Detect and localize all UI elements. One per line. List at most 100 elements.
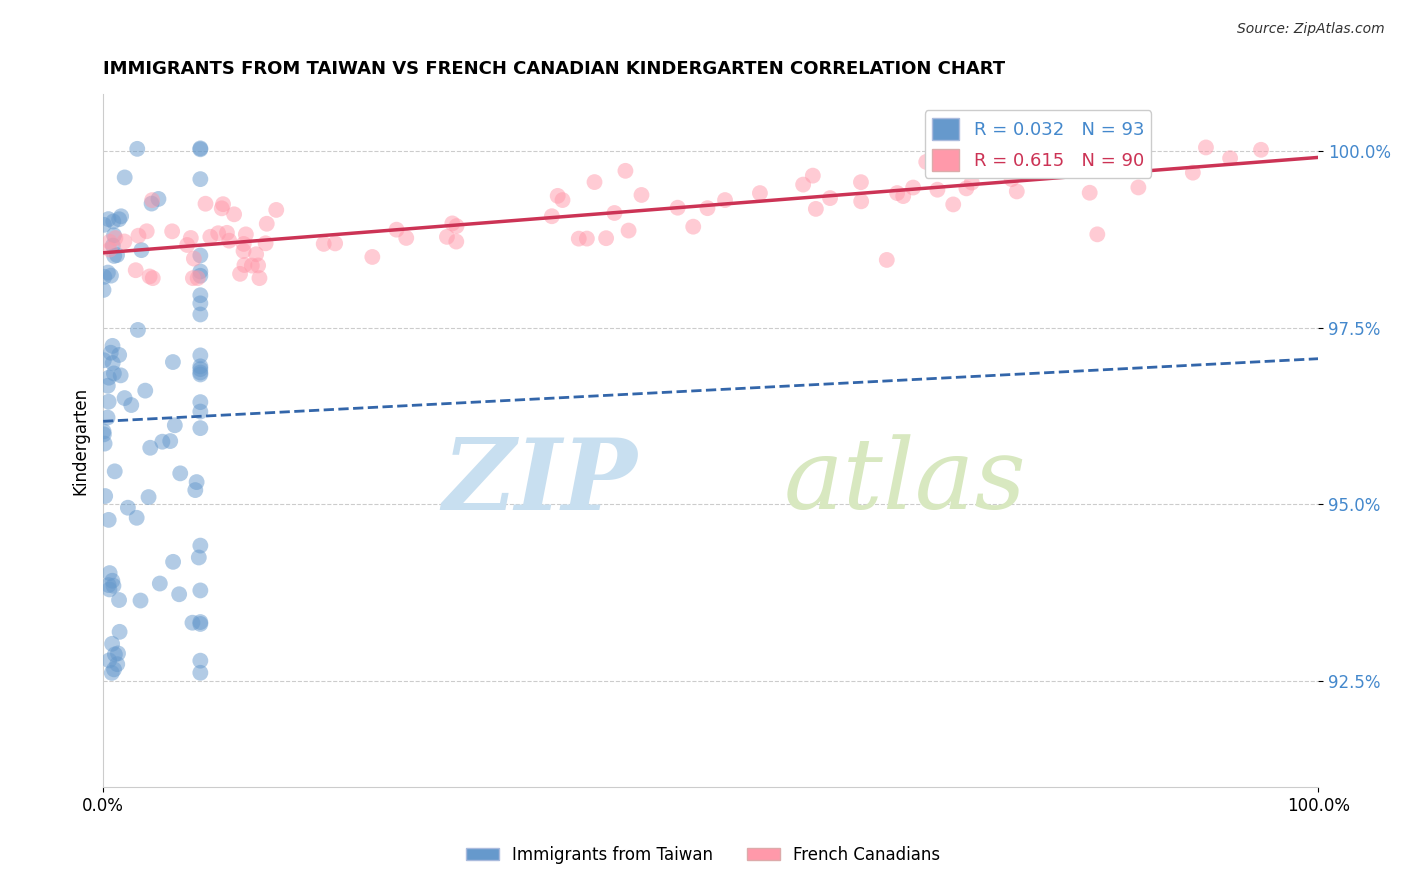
Point <box>188 665 211 680</box>
Point <box>101 238 124 252</box>
Point <box>183 252 205 266</box>
Point <box>139 441 162 455</box>
Point <box>163 418 186 433</box>
Point <box>108 348 131 362</box>
Point <box>181 271 204 285</box>
Point <box>93 353 115 368</box>
Point <box>1005 185 1028 199</box>
Point <box>385 222 408 236</box>
Point <box>188 539 211 553</box>
Point <box>160 224 183 238</box>
Point <box>1001 172 1024 186</box>
Point <box>188 308 211 322</box>
Point <box>169 467 191 481</box>
Point <box>891 189 914 203</box>
Point <box>104 464 127 478</box>
Point <box>107 647 129 661</box>
Text: atlas: atlas <box>783 434 1026 530</box>
Point <box>117 500 139 515</box>
Point <box>127 323 149 337</box>
Point <box>188 142 211 156</box>
Point <box>100 345 122 359</box>
Point <box>103 579 125 593</box>
Point <box>1077 147 1099 161</box>
Point <box>551 193 574 207</box>
Point <box>141 193 163 207</box>
Point <box>247 259 270 273</box>
Point <box>141 196 163 211</box>
Point <box>110 209 132 223</box>
Point <box>666 201 689 215</box>
Point <box>254 236 277 251</box>
Point <box>603 206 626 220</box>
Point <box>97 513 120 527</box>
Point <box>1128 180 1150 194</box>
Point <box>112 235 135 249</box>
Point <box>876 252 898 267</box>
Point <box>110 368 132 383</box>
Point <box>446 235 468 249</box>
Point <box>921 146 943 161</box>
Point <box>188 359 211 374</box>
Point <box>235 227 257 242</box>
Point <box>186 475 208 489</box>
Point <box>105 248 128 262</box>
Point <box>103 662 125 676</box>
Point <box>120 398 142 412</box>
Point <box>134 384 156 398</box>
Point <box>162 355 184 369</box>
Point <box>188 583 211 598</box>
Point <box>245 247 267 261</box>
Point <box>194 196 217 211</box>
Point <box>617 223 640 237</box>
Point <box>101 637 124 651</box>
Point <box>993 155 1015 169</box>
Point <box>224 207 246 221</box>
Point <box>98 582 121 597</box>
Point <box>886 186 908 200</box>
Point <box>127 142 149 156</box>
Point <box>583 175 606 189</box>
Point <box>103 367 125 381</box>
Point <box>180 231 202 245</box>
Point <box>93 218 115 232</box>
Point <box>960 176 983 190</box>
Point <box>159 434 181 448</box>
Point <box>162 555 184 569</box>
Point <box>207 226 229 240</box>
Point <box>125 263 148 277</box>
Point <box>181 615 204 630</box>
Point <box>630 188 652 202</box>
Text: IMMIGRANTS FROM TAIWAN VS FRENCH CANADIAN KINDERGARTEN CORRELATION CHART: IMMIGRANTS FROM TAIWAN VS FRENCH CANADIA… <box>103 60 1005 78</box>
Point <box>187 271 209 285</box>
Point <box>264 202 287 217</box>
Point <box>176 238 198 252</box>
Point <box>233 258 256 272</box>
Point <box>215 226 238 240</box>
Point <box>114 391 136 405</box>
Point <box>105 657 128 672</box>
Point <box>97 378 120 392</box>
Point <box>138 269 160 284</box>
Point <box>108 593 131 607</box>
Point <box>97 370 120 384</box>
Point <box>188 264 211 278</box>
Point <box>804 202 827 216</box>
Point <box>441 216 464 230</box>
Point <box>218 234 240 248</box>
Point <box>98 653 121 667</box>
Legend: R = 0.032   N = 93, R = 0.615   N = 90: R = 0.032 N = 93, R = 0.615 N = 90 <box>925 111 1152 178</box>
Point <box>188 362 211 376</box>
Point <box>901 180 924 194</box>
Point <box>232 236 254 251</box>
Point <box>188 395 211 409</box>
Point <box>748 186 770 200</box>
Point <box>696 201 718 215</box>
Point <box>127 228 149 243</box>
Point <box>1195 140 1218 154</box>
Point <box>312 236 335 251</box>
Text: Source: ZipAtlas.com: Source: ZipAtlas.com <box>1237 22 1385 37</box>
Point <box>131 243 153 257</box>
Point <box>138 490 160 504</box>
Point <box>1250 143 1272 157</box>
